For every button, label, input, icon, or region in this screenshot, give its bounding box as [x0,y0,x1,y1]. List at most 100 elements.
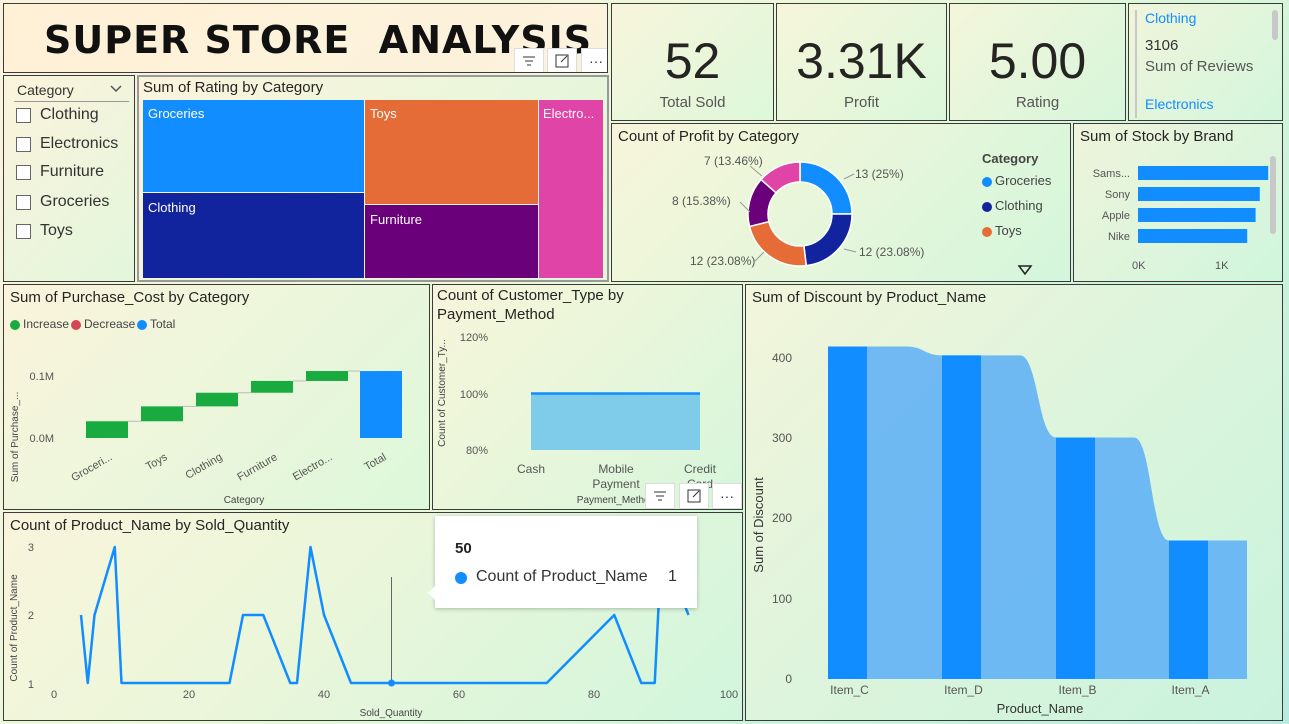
donut-label: 7 (13.46%) [704,154,763,168]
slicer-item-groceries[interactable]: Groceries [16,193,109,211]
more-options-icon[interactable]: ··· [712,483,742,509]
slicer-header: Category [17,82,74,98]
checkbox[interactable] [16,223,31,239]
donut-label: 12 (23.08%) [859,245,924,259]
treemap-cell-toys[interactable]: Toys [365,100,538,204]
y-tick-label: 100 [772,592,792,606]
focus-mode-icon[interactable] [679,483,709,509]
stock-panel[interactable]: Sum of Stock by Brand 0K 1K Sams... Sony A… [1073,123,1283,282]
donut-panel[interactable]: Count of Profit by Category 13 (25%) 12 … [611,123,1071,282]
slicer-item-clothing[interactable]: Clothing [16,106,99,124]
chevron-down-icon[interactable] [110,84,122,94]
x-tick-label: Item_A [1171,683,1209,697]
slicer-item-furniture[interactable]: Furniture [16,163,104,181]
slicer-item-label: Electronics [40,135,119,152]
stock-bar [1138,187,1260,201]
reviews-scrollbar[interactable] [1272,10,1278,40]
legend-item-clothing[interactable]: Clothing [982,198,1043,213]
waterfall-bar [86,421,128,438]
rating-value: 5.00 [988,33,1087,89]
checkbox[interactable] [16,194,31,210]
sold-quantity-line-chart[interactable]: Count of Product_Name 3 2 1 0 20 40 60 8… [4,513,743,721]
discount-panel[interactable]: Sum of Discount by Product_Name Sum of D… [745,284,1283,721]
legend-label: Toys [995,223,1022,238]
reviews-category-2[interactable]: Electronics [1145,96,1214,112]
y-tick-label: 400 [772,351,792,365]
reviews-category-1[interactable]: Clothing [1145,10,1197,26]
donut-slice-groceries [799,161,853,215]
stock-scrollbar[interactable] [1270,156,1276,234]
focus-mode-icon[interactable] [547,48,577,72]
series-line [79,545,690,685]
treemap-cell-furniture[interactable]: Furniture [365,205,538,278]
discount-bar [1169,540,1208,679]
x-tick-label: 1K [1215,260,1229,272]
customer-title-line1: Count of Customer_Type by [437,287,624,304]
hover-point [388,679,395,687]
y-axis-title: Sum of Purchase_... [10,392,21,483]
slicer-item-toys[interactable]: Toys [16,222,73,240]
ribbon-band [828,346,1247,679]
x-tick-label: Toys [144,451,170,473]
x-tick-label: 100 [720,689,738,701]
y-tick-label: Apple [1102,210,1130,222]
treemap-panel[interactable]: Sum of Rating by Category Groceries Toys… [137,75,609,282]
discount-ribbon-chart[interactable]: Sum of Discount 400 300 200 100 0 Produc… [746,285,1283,721]
checkbox[interactable] [16,136,31,152]
legend-item-groceries[interactable]: Groceries [982,173,1051,188]
treemap-label: Electro... [543,106,595,121]
stock-title: Sum of Stock by Brand [1080,128,1234,145]
customer-type-panel[interactable]: Count of Customer_Type by Payment_Method… [432,284,743,510]
legend-label: Decrease [84,317,136,331]
donut-chart[interactable]: 13 (25%) 12 (23.08%) 12 (23.08%) 8 (15.3… [612,124,1071,282]
waterfall-chart[interactable]: Sum of Purchase_... 0.0M 0.1M Category G… [4,285,430,510]
stock-bar [1138,208,1256,222]
legend-label: Clothing [995,198,1043,213]
legend-marker [10,319,20,330]
legend-marker [982,201,992,212]
profit-label: Profit [843,94,879,111]
legend-label: Increase [23,317,70,331]
checkbox[interactable] [16,107,31,123]
more-options-icon[interactable]: ··· [581,48,607,72]
sold-quantity-title: Count of Product_Name by Sold_Quantity [10,517,290,534]
y-tick-label: 120% [460,332,488,344]
y-axis-title: Sum of Discount [751,477,766,573]
x-tick-label: Clothing [184,451,225,482]
waterfall-bar [306,371,348,381]
stock-bar-chart[interactable]: 0K 1K Sams... Sony Apple Nike [1074,124,1283,282]
y-tick-label: Sams... [1093,168,1130,180]
waterfall-panel[interactable]: Sum of Purchase_Cost by Category Increas… [3,284,430,510]
x-tick-label: Item_C [830,683,869,697]
legend-item-total[interactable]: Total [137,317,175,331]
waterfall-total-bar [360,371,402,438]
treemap-cell-clothing[interactable]: Clothing [143,193,364,278]
x-tick-label: 40 [318,689,330,701]
x-axis-title: Category [224,495,265,506]
donut-slice-clothing [803,213,853,267]
legend-item-increase[interactable]: Increase [10,317,69,331]
treemap-cell-groceries[interactable]: Groceries [143,100,364,192]
reviews-label: Sum of Reviews [1145,58,1254,75]
donut-label: 12 (23.08%) [690,254,755,268]
legend-scroll-down-icon[interactable] [1017,264,1033,276]
sold-quantity-panel[interactable]: Count of Product_Name by Sold_Quantity C… [3,512,743,721]
x-axis-title: Payment_Method [577,495,655,506]
discount-bar [828,346,867,679]
slicer-item-electronics[interactable]: Electronics [16,135,118,153]
legend-label: Total [150,317,176,331]
legend-marker [982,226,992,237]
customer-area-chart[interactable]: Count of Customer_Ty... 120% 100% 80% Pa… [433,285,743,510]
y-tick-label: 100% [460,389,488,401]
checkbox[interactable] [16,164,31,180]
treemap-label: Groceries [148,106,205,121]
total-sold-label: Total Sold [659,94,726,111]
x-tick-label: 0K [1132,260,1146,272]
filter-icon[interactable] [645,483,675,509]
leader-line [739,201,751,213]
legend-item-toys[interactable]: Toys [982,223,1022,238]
legend-item-decrease[interactable]: Decrease [71,317,135,331]
filter-icon[interactable] [514,48,544,72]
treemap-cell-electronics[interactable]: Electro... [539,100,603,278]
waterfall-bar [251,380,293,393]
